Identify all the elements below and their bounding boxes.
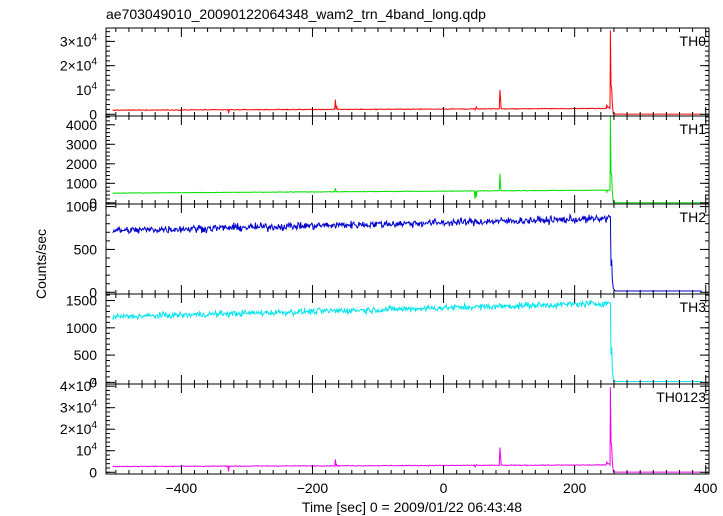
- y-tick-label: 1000: [66, 199, 97, 215]
- panel-label: TH1: [680, 121, 707, 137]
- chart-title: ae703049010_20090122064348_wam2_trn_4ban…: [106, 6, 486, 22]
- series-th0: [112, 30, 702, 115]
- y-tick-label: 500: [74, 347, 98, 363]
- y-tick-label: 2×104: [60, 57, 98, 74]
- x-tick-label: −400: [166, 480, 198, 496]
- y-tick-label: 104: [76, 442, 98, 459]
- panel-label: TH0123: [656, 389, 706, 405]
- panel-frame: [105, 203, 710, 295]
- y-tick-label: 104: [76, 81, 98, 98]
- series-th2: [112, 213, 702, 292]
- y-tick-label: 2000: [66, 156, 97, 172]
- series-th0123: [112, 387, 702, 473]
- y-tick-label: 0: [89, 195, 97, 211]
- panel-th2: 0 500 1000 TH2: [66, 199, 710, 300]
- panel-label: TH0: [680, 33, 707, 49]
- y-tick-label: 0: [89, 106, 97, 122]
- y-tick-label: 0: [89, 374, 97, 390]
- panel-th0: 0 104 2×104 3×104 TH0: [60, 27, 710, 122]
- y-tick-label: 0: [89, 284, 97, 300]
- y-tick-label: 3×104: [60, 32, 98, 49]
- y-tick-label: 2×104: [60, 420, 98, 437]
- y-tick-label: 500: [74, 241, 98, 257]
- panel-frame: [105, 293, 710, 385]
- series-th1: [112, 115, 702, 204]
- y-tick-label: 0: [89, 464, 97, 480]
- panel-frame: [105, 27, 710, 117]
- panel-label: TH2: [680, 209, 707, 225]
- y-tick-label: 1500: [66, 293, 97, 309]
- y-tick-label: 1000: [66, 320, 97, 336]
- y-tick-label: 3×104: [60, 399, 98, 416]
- series-th3: [112, 298, 702, 382]
- x-axis: −400 −200 0 200 400: [166, 480, 718, 496]
- x-tick-label: 200: [563, 480, 587, 496]
- x-tick-label: −200: [297, 480, 329, 496]
- y-tick-label: 4×104: [60, 377, 98, 394]
- y-tick-label: 1000: [66, 175, 97, 191]
- panel-label: TH3: [680, 299, 707, 315]
- x-tick-label: 400: [694, 480, 718, 496]
- panel-th0123: 0 104 2×104 3×104 4×104 TH0123: [60, 377, 710, 480]
- x-tick-label: 0: [440, 480, 448, 496]
- y-axis-label: Counts/sec: [33, 229, 49, 299]
- y-tick-label: 3000: [66, 136, 97, 152]
- panel-th1: 0 1000 2000 3000 4000 TH1: [66, 115, 710, 211]
- panel-frame: [105, 383, 710, 475]
- panel-th3: 0 500 1000 1500 TH3: [66, 293, 710, 390]
- y-tick-label: 4000: [66, 117, 97, 133]
- x-axis-label: Time [sec] 0 = 2009/01/22 06:43:48: [302, 499, 522, 515]
